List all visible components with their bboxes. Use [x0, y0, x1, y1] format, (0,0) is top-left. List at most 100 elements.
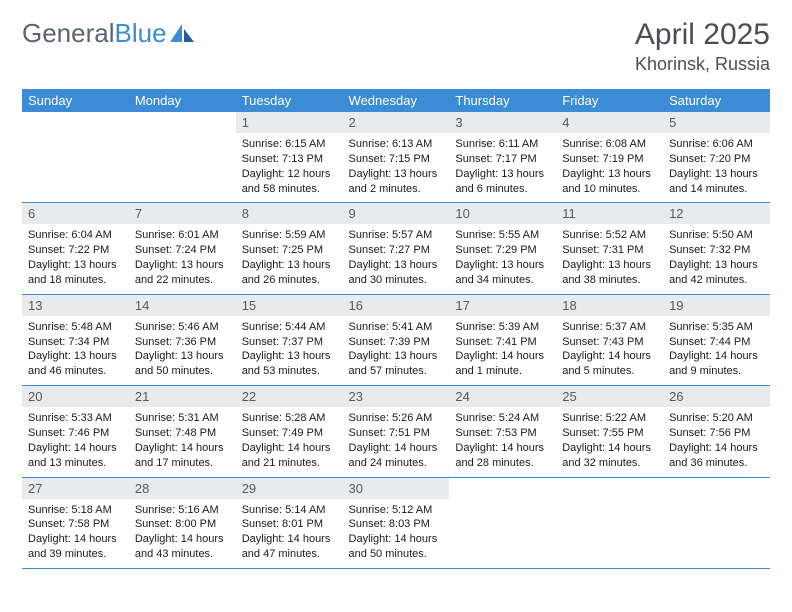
brand-part2: Blue	[115, 18, 167, 48]
day-number: 28	[129, 478, 236, 499]
calendar-cell: 18Sunrise: 5:37 AMSunset: 7:43 PMDayligh…	[556, 294, 663, 385]
weekday-header: Friday	[556, 89, 663, 112]
calendar-cell: 11Sunrise: 5:52 AMSunset: 7:31 PMDayligh…	[556, 203, 663, 294]
day-number: 26	[663, 386, 770, 407]
calendar-cell: 21Sunrise: 5:31 AMSunset: 7:48 PMDayligh…	[129, 386, 236, 477]
calendar-cell: 3Sunrise: 6:11 AMSunset: 7:17 PMDaylight…	[449, 112, 556, 203]
day-details: Sunrise: 5:24 AMSunset: 7:53 PMDaylight:…	[449, 407, 556, 476]
calendar-cell: 30Sunrise: 5:12 AMSunset: 8:03 PMDayligh…	[343, 477, 450, 568]
day-details: Sunrise: 5:35 AMSunset: 7:44 PMDaylight:…	[663, 316, 770, 385]
location: Khorinsk, Russia	[635, 54, 770, 75]
month-title: April 2025	[635, 18, 770, 52]
brand-logo: GeneralBlue	[22, 18, 196, 49]
weekday-header: Thursday	[449, 89, 556, 112]
calendar-cell: 6Sunrise: 6:04 AMSunset: 7:22 PMDaylight…	[22, 203, 129, 294]
day-details: Sunrise: 6:15 AMSunset: 7:13 PMDaylight:…	[236, 133, 343, 202]
calendar-cell: 20Sunrise: 5:33 AMSunset: 7:46 PMDayligh…	[22, 386, 129, 477]
day-details: Sunrise: 5:48 AMSunset: 7:34 PMDaylight:…	[22, 316, 129, 385]
calendar-cell: 14Sunrise: 5:46 AMSunset: 7:36 PMDayligh…	[129, 294, 236, 385]
calendar-week: ....1Sunrise: 6:15 AMSunset: 7:13 PMDayl…	[22, 112, 770, 203]
day-details: Sunrise: 5:12 AMSunset: 8:03 PMDaylight:…	[343, 499, 450, 568]
day-number: 25	[556, 386, 663, 407]
day-details: Sunrise: 5:46 AMSunset: 7:36 PMDaylight:…	[129, 316, 236, 385]
calendar-week: 6Sunrise: 6:04 AMSunset: 7:22 PMDaylight…	[22, 203, 770, 294]
calendar-cell: 29Sunrise: 5:14 AMSunset: 8:01 PMDayligh…	[236, 477, 343, 568]
calendar-cell: 1Sunrise: 6:15 AMSunset: 7:13 PMDaylight…	[236, 112, 343, 203]
calendar-cell: 24Sunrise: 5:24 AMSunset: 7:53 PMDayligh…	[449, 386, 556, 477]
calendar-cell: 22Sunrise: 5:28 AMSunset: 7:49 PMDayligh…	[236, 386, 343, 477]
calendar-cell: 26Sunrise: 5:20 AMSunset: 7:56 PMDayligh…	[663, 386, 770, 477]
calendar-cell: ..	[22, 112, 129, 203]
calendar-week: 20Sunrise: 5:33 AMSunset: 7:46 PMDayligh…	[22, 386, 770, 477]
calendar-cell: 16Sunrise: 5:41 AMSunset: 7:39 PMDayligh…	[343, 294, 450, 385]
weekday-header: Monday	[129, 89, 236, 112]
calendar-cell: 8Sunrise: 5:59 AMSunset: 7:25 PMDaylight…	[236, 203, 343, 294]
day-details: Sunrise: 5:41 AMSunset: 7:39 PMDaylight:…	[343, 316, 450, 385]
day-number: 20	[22, 386, 129, 407]
day-details: Sunrise: 5:55 AMSunset: 7:29 PMDaylight:…	[449, 224, 556, 293]
day-number: 23	[343, 386, 450, 407]
calendar-week: 13Sunrise: 5:48 AMSunset: 7:34 PMDayligh…	[22, 294, 770, 385]
calendar-week: 27Sunrise: 5:18 AMSunset: 7:58 PMDayligh…	[22, 477, 770, 568]
day-number: 24	[449, 386, 556, 407]
calendar-cell: 25Sunrise: 5:22 AMSunset: 7:55 PMDayligh…	[556, 386, 663, 477]
day-number: 16	[343, 295, 450, 316]
calendar-cell: 28Sunrise: 5:16 AMSunset: 8:00 PMDayligh…	[129, 477, 236, 568]
day-number: 29	[236, 478, 343, 499]
day-number: 11	[556, 203, 663, 224]
calendar-cell: 12Sunrise: 5:50 AMSunset: 7:32 PMDayligh…	[663, 203, 770, 294]
day-details: Sunrise: 5:44 AMSunset: 7:37 PMDaylight:…	[236, 316, 343, 385]
calendar-cell: 19Sunrise: 5:35 AMSunset: 7:44 PMDayligh…	[663, 294, 770, 385]
brand-part1: General	[22, 18, 115, 48]
day-number: 15	[236, 295, 343, 316]
day-details: Sunrise: 5:14 AMSunset: 8:01 PMDaylight:…	[236, 499, 343, 568]
day-number: 18	[556, 295, 663, 316]
day-number: 10	[449, 203, 556, 224]
day-number: 27	[22, 478, 129, 499]
brand-text: GeneralBlue	[22, 18, 167, 49]
day-details: Sunrise: 5:16 AMSunset: 8:00 PMDaylight:…	[129, 499, 236, 568]
calendar-cell: 23Sunrise: 5:26 AMSunset: 7:51 PMDayligh…	[343, 386, 450, 477]
day-number: 7	[129, 203, 236, 224]
calendar-cell: 13Sunrise: 5:48 AMSunset: 7:34 PMDayligh…	[22, 294, 129, 385]
day-details: Sunrise: 5:18 AMSunset: 7:58 PMDaylight:…	[22, 499, 129, 568]
day-details: Sunrise: 5:50 AMSunset: 7:32 PMDaylight:…	[663, 224, 770, 293]
weekday-header: Sunday	[22, 89, 129, 112]
day-number: 22	[236, 386, 343, 407]
day-details: Sunrise: 6:11 AMSunset: 7:17 PMDaylight:…	[449, 133, 556, 202]
title-block: April 2025 Khorinsk, Russia	[635, 18, 770, 75]
day-details: Sunrise: 5:26 AMSunset: 7:51 PMDaylight:…	[343, 407, 450, 476]
day-number: 5	[663, 112, 770, 133]
day-details: Sunrise: 6:04 AMSunset: 7:22 PMDaylight:…	[22, 224, 129, 293]
calendar-cell: 7Sunrise: 6:01 AMSunset: 7:24 PMDaylight…	[129, 203, 236, 294]
day-number: 9	[343, 203, 450, 224]
day-number: 14	[129, 295, 236, 316]
day-number: 8	[236, 203, 343, 224]
day-details: Sunrise: 5:59 AMSunset: 7:25 PMDaylight:…	[236, 224, 343, 293]
day-details: Sunrise: 5:57 AMSunset: 7:27 PMDaylight:…	[343, 224, 450, 293]
calendar-cell: 2Sunrise: 6:13 AMSunset: 7:15 PMDaylight…	[343, 112, 450, 203]
day-details: Sunrise: 6:08 AMSunset: 7:19 PMDaylight:…	[556, 133, 663, 202]
day-details: Sunrise: 5:37 AMSunset: 7:43 PMDaylight:…	[556, 316, 663, 385]
day-number: 12	[663, 203, 770, 224]
calendar-cell: 5Sunrise: 6:06 AMSunset: 7:20 PMDaylight…	[663, 112, 770, 203]
weekday-header: Saturday	[663, 89, 770, 112]
day-number: 21	[129, 386, 236, 407]
calendar-cell: 17Sunrise: 5:39 AMSunset: 7:41 PMDayligh…	[449, 294, 556, 385]
calendar-cell: 15Sunrise: 5:44 AMSunset: 7:37 PMDayligh…	[236, 294, 343, 385]
calendar-cell: 10Sunrise: 5:55 AMSunset: 7:29 PMDayligh…	[449, 203, 556, 294]
day-details: Sunrise: 5:28 AMSunset: 7:49 PMDaylight:…	[236, 407, 343, 476]
day-number: 1	[236, 112, 343, 133]
calendar-cell: ..	[449, 477, 556, 568]
calendar-cell: 4Sunrise: 6:08 AMSunset: 7:19 PMDaylight…	[556, 112, 663, 203]
day-details: Sunrise: 5:22 AMSunset: 7:55 PMDaylight:…	[556, 407, 663, 476]
day-details: Sunrise: 5:39 AMSunset: 7:41 PMDaylight:…	[449, 316, 556, 385]
day-details: Sunrise: 5:33 AMSunset: 7:46 PMDaylight:…	[22, 407, 129, 476]
day-number: 13	[22, 295, 129, 316]
day-number: 2	[343, 112, 450, 133]
day-details: Sunrise: 6:06 AMSunset: 7:20 PMDaylight:…	[663, 133, 770, 202]
day-details: Sunrise: 6:01 AMSunset: 7:24 PMDaylight:…	[129, 224, 236, 293]
day-number: 6	[22, 203, 129, 224]
calendar-cell: ..	[663, 477, 770, 568]
calendar-cell: ..	[556, 477, 663, 568]
